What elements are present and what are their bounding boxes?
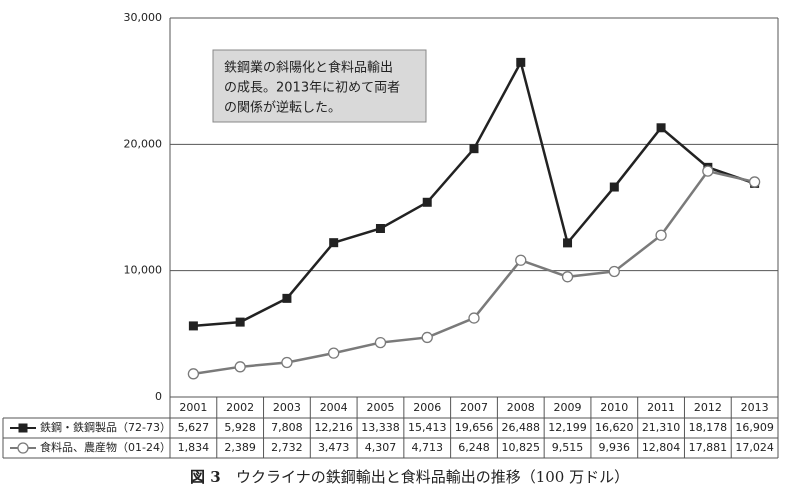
marker xyxy=(374,336,387,349)
marker xyxy=(328,347,340,359)
table-value: 12,804 xyxy=(642,441,681,454)
marker xyxy=(329,238,339,248)
table-value: 26,488 xyxy=(502,421,541,434)
marker xyxy=(516,57,526,67)
marker xyxy=(188,321,198,331)
marker xyxy=(609,182,619,192)
table-value: 7,808 xyxy=(271,421,303,434)
x-tick-label: 2012 xyxy=(694,401,722,414)
annotation: の成長。2013年に初めて両者 xyxy=(224,81,400,96)
y-tick-label: 0 xyxy=(155,390,162,403)
y-tick-label: 10,000 xyxy=(124,264,163,277)
marker xyxy=(18,423,28,433)
legend-label: 鉄鋼・鉄鋼製品（72-73） xyxy=(40,420,171,434)
table-value: 10,825 xyxy=(502,441,541,454)
table-value: 16,909 xyxy=(735,421,774,434)
legend-label: 食料品、農産物（01-24） xyxy=(40,440,171,454)
marker xyxy=(655,229,667,241)
marker xyxy=(281,356,293,369)
x-tick-label: 2001 xyxy=(179,401,207,414)
table-value: 1,834 xyxy=(178,441,210,454)
x-tick-label: 2013 xyxy=(741,401,769,414)
table-value: 4,713 xyxy=(411,441,443,454)
x-tick-label: 2005 xyxy=(366,401,394,414)
marker xyxy=(515,254,527,266)
marker xyxy=(608,265,620,278)
table-value: 5,627 xyxy=(178,421,210,434)
marker xyxy=(561,271,574,283)
marker xyxy=(235,317,245,327)
x-tick-label: 2009 xyxy=(554,401,582,414)
marker xyxy=(17,442,29,454)
y-tick-label: 30,000 xyxy=(124,11,163,24)
marker xyxy=(234,361,246,373)
table-value: 5,928 xyxy=(224,421,256,434)
marker xyxy=(282,293,292,303)
table-value: 2,389 xyxy=(224,441,256,454)
marker xyxy=(421,331,433,344)
marker xyxy=(748,176,761,188)
x-tick-label: 2004 xyxy=(320,401,348,414)
table-value: 13,338 xyxy=(361,421,400,434)
series-line xyxy=(193,169,755,376)
table-value: 6,248 xyxy=(458,441,490,454)
table-value: 12,199 xyxy=(548,421,587,434)
table-value: 12,216 xyxy=(314,421,353,434)
table-value: 9,515 xyxy=(552,441,584,454)
annotation-box xyxy=(212,49,427,123)
table-value: 4,307 xyxy=(365,441,397,454)
table-value: 18,178 xyxy=(689,421,728,434)
x-tick-label: 2002 xyxy=(226,401,254,414)
marker xyxy=(468,312,480,324)
annotation: の関係が逆転した。 xyxy=(224,100,341,116)
table-value: 2,732 xyxy=(271,441,303,454)
marker xyxy=(375,223,385,233)
x-tick-label: 2003 xyxy=(273,401,301,414)
marker xyxy=(563,238,573,248)
table-value: 19,656 xyxy=(455,421,494,434)
table-value: 15,413 xyxy=(408,421,447,434)
marker xyxy=(422,197,432,207)
y-tick-label: 20,000 xyxy=(124,137,163,150)
table-value: 16,620 xyxy=(595,421,634,434)
marker xyxy=(187,368,200,380)
x-tick-label: 2011 xyxy=(647,401,675,414)
marker xyxy=(656,123,666,133)
table-value: 17,024 xyxy=(735,441,774,454)
table-value: 17,881 xyxy=(689,441,728,454)
table-value: 3,473 xyxy=(318,441,350,454)
table-value: 9,936 xyxy=(599,441,631,454)
table-value: 21,310 xyxy=(642,421,681,434)
annotation: 鉄鋼業の斜陽化と食料品輸出 xyxy=(224,60,393,76)
marker xyxy=(469,144,479,154)
caption-label: 図 3 xyxy=(190,468,221,486)
x-tick-label: 2010 xyxy=(600,401,628,414)
marker xyxy=(702,165,714,177)
x-tick-label: 2008 xyxy=(507,401,535,414)
x-tick-label: 2006 xyxy=(413,401,441,414)
x-tick-label: 2007 xyxy=(460,401,488,414)
caption: ウクライナの鉄鋼輸出と食料品輸出の推移（100 万ドル） xyxy=(236,468,629,486)
